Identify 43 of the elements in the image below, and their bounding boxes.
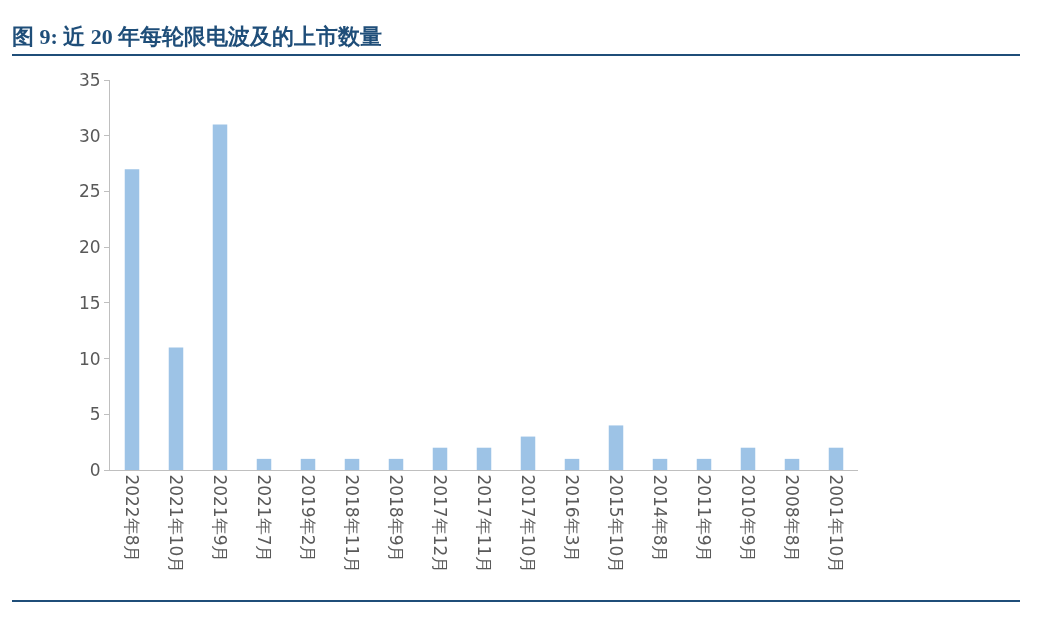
bar <box>300 458 316 470</box>
y-tick-label: 0 <box>89 459 101 480</box>
bar <box>212 124 228 470</box>
bar <box>124 169 140 470</box>
x-tick-label: 2017年10月 <box>518 474 539 574</box>
x-tick-label: 2021年7月 <box>254 474 275 563</box>
bar <box>344 458 360 470</box>
x-tick-label: 2017年11月 <box>474 474 495 574</box>
x-tick-label: 2019年2月 <box>298 474 319 563</box>
x-tick-label: 2021年10月 <box>166 474 187 574</box>
bar <box>168 347 184 470</box>
y-tick-label: 25 <box>78 181 101 202</box>
bar <box>432 447 448 470</box>
bar <box>828 447 844 470</box>
y-tick-label: 5 <box>89 404 101 425</box>
x-tick-label: 2018年11月 <box>342 474 363 574</box>
y-tick-label: 10 <box>78 348 101 369</box>
x-tick-label: 2018年9月 <box>386 474 407 563</box>
y-tick-label: 15 <box>78 292 101 313</box>
y-tick-label: 35 <box>78 69 101 90</box>
y-tick-label: 30 <box>78 125 101 146</box>
bar <box>784 458 800 470</box>
x-tick-label: 2016年3月 <box>562 474 583 563</box>
bar <box>388 458 404 470</box>
chart-title: 图 9: 近 20 年每轮限电波及的上市数量 <box>12 22 1020 56</box>
x-tick-label: 2011年9月 <box>694 474 715 563</box>
x-tick-label: 2010年9月 <box>738 474 759 563</box>
bar <box>256 458 272 470</box>
x-tick-label: 2014年8月 <box>650 474 671 563</box>
bar <box>652 458 668 470</box>
x-tick-label: 2017年12月 <box>430 474 451 574</box>
bar <box>608 425 624 470</box>
x-tick-label: 2021年9月 <box>210 474 231 563</box>
x-tick-label: 2022年8月 <box>122 474 143 563</box>
x-tick-label: 2015年10月 <box>606 474 627 574</box>
bar <box>740 447 756 470</box>
bar <box>520 436 536 470</box>
bar <box>476 447 492 470</box>
y-tick-label: 20 <box>78 237 101 258</box>
bar <box>696 458 712 470</box>
x-tick-label: 2001年10月 <box>826 474 847 574</box>
bar <box>564 458 580 470</box>
x-tick-label: 2008年8月 <box>782 474 803 563</box>
